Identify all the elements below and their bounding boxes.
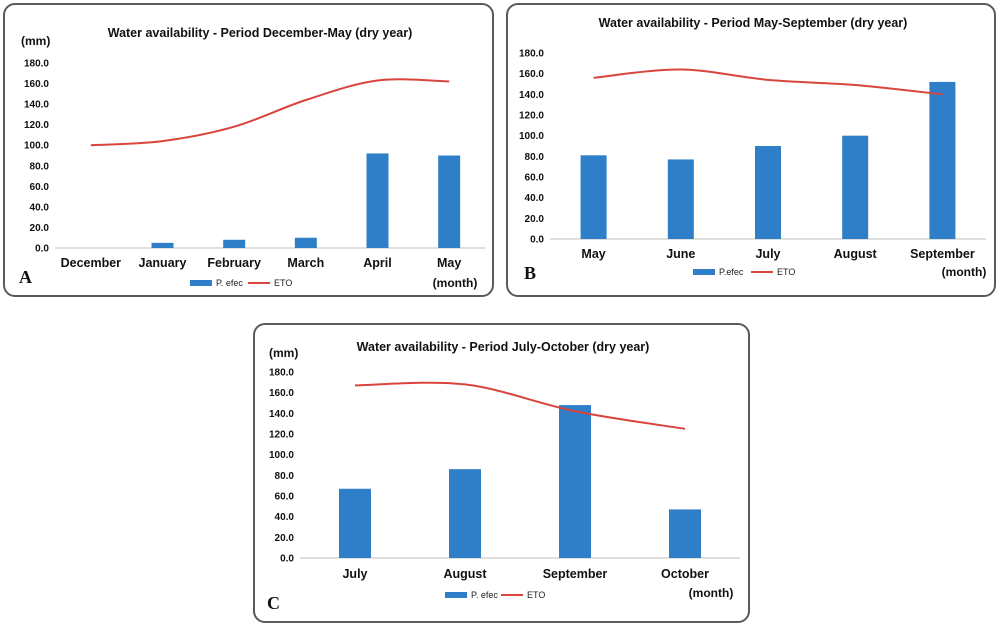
panel-letter-a: A	[19, 267, 32, 287]
chart-panel-c: Water availability - Period July-October…	[253, 323, 750, 623]
bar-p-efec	[366, 153, 389, 248]
chart-title: Water availability - Period May-Septembe…	[599, 16, 908, 30]
bar-p-efec	[842, 135, 869, 239]
panel-letter-c: C	[267, 593, 280, 613]
y-tick-label: 80.0	[30, 161, 50, 172]
y-tick-label: 120.0	[24, 120, 49, 131]
x-tick-label: October	[661, 567, 709, 581]
y-tick-label: 100.0	[24, 141, 49, 152]
legend-label-p-efec: P.efec	[719, 267, 744, 277]
y-tick-label: 80.0	[275, 471, 295, 482]
y-axis-unit-label: (mm)	[269, 346, 298, 360]
x-tick-label: May	[437, 256, 461, 270]
line-eto	[354, 381, 686, 430]
y-tick-label: 160.0	[269, 388, 294, 399]
x-tick-label: July	[755, 247, 780, 261]
y-tick-label: 120.0	[519, 111, 544, 122]
x-tick-label: September	[543, 567, 608, 581]
y-tick-label: 100.0	[269, 450, 294, 461]
y-tick-label: 20.0	[525, 214, 545, 225]
chart-b: Water availability - Period May-Septembe…	[519, 16, 987, 279]
legend-label-p-efec: P. efec	[216, 278, 243, 288]
x-tick-label: January	[139, 256, 187, 270]
chart-title: Water availability - Period July-October…	[357, 340, 650, 354]
bar-p-efec	[438, 155, 461, 248]
y-tick-label: 60.0	[30, 182, 50, 193]
y-tick-label: 160.0	[519, 69, 544, 80]
line-eto	[593, 68, 943, 96]
x-tick-label: August	[834, 247, 878, 261]
legend-swatch-p-efec	[445, 592, 467, 598]
bar-p-efec	[929, 81, 956, 239]
x-tick-label: May	[581, 247, 605, 261]
chart-panel-b: Water availability - Period May-Septembe…	[506, 3, 996, 297]
bar-p-efec	[755, 146, 781, 239]
y-tick-label: 60.0	[525, 173, 545, 184]
x-axis-unit-label: (month)	[433, 276, 478, 290]
y-tick-label: 140.0	[24, 100, 49, 111]
chart-title: Water availability - Period December-May…	[108, 26, 413, 40]
legend-label-p-efec: P. efec	[471, 590, 498, 600]
y-tick-label: 40.0	[275, 512, 295, 523]
bar-p-efec	[339, 488, 371, 558]
y-tick-label: 180.0	[24, 59, 49, 70]
y-tick-label: 140.0	[519, 90, 544, 101]
x-tick-label: February	[207, 256, 261, 270]
y-tick-label: 120.0	[269, 430, 294, 441]
y-tick-label: 100.0	[519, 131, 544, 142]
bar-p-efec	[580, 155, 607, 239]
x-tick-label: March	[287, 256, 324, 270]
legend-label-eto: ETO	[527, 590, 545, 600]
chart-a: Water availability - Period December-May…	[21, 26, 485, 290]
y-tick-label: 80.0	[525, 152, 545, 163]
x-tick-label: July	[342, 567, 367, 581]
y-tick-label: 20.0	[30, 223, 50, 234]
chart-panel-a: Water availability - Period December-May…	[3, 3, 494, 297]
y-tick-label: 0.0	[35, 244, 49, 255]
panel-letter-b: B	[524, 263, 537, 283]
y-tick-label: 40.0	[30, 202, 50, 213]
y-axis-unit-label: (mm)	[21, 34, 50, 48]
x-tick-label: August	[443, 567, 487, 581]
x-tick-label: April	[363, 256, 391, 270]
x-tick-label: December	[61, 256, 122, 270]
x-axis-unit-label: (month)	[689, 586, 734, 600]
bar-p-efec	[294, 237, 317, 248]
x-tick-label: June	[666, 247, 695, 261]
y-tick-label: 160.0	[24, 79, 49, 90]
bar-p-efec	[559, 405, 591, 558]
y-tick-label: 0.0	[530, 235, 544, 246]
bar-p-efec	[669, 509, 701, 558]
bar-p-efec	[449, 469, 481, 558]
y-tick-label: 180.0	[269, 368, 294, 379]
chart-c: Water availability - Period July-October…	[269, 340, 740, 600]
x-tick-label: September	[910, 247, 975, 261]
y-tick-label: 60.0	[275, 492, 295, 503]
legend-label-eto: ETO	[274, 278, 292, 288]
y-tick-label: 0.0	[280, 554, 294, 565]
y-tick-label: 140.0	[269, 409, 294, 420]
bar-p-efec	[151, 242, 174, 248]
legend-swatch-p-efec	[190, 280, 212, 286]
x-axis-unit-label: (month)	[942, 265, 987, 279]
y-tick-label: 40.0	[525, 193, 545, 204]
legend-label-eto: ETO	[777, 267, 795, 277]
bar-p-efec	[223, 239, 246, 248]
legend-swatch-p-efec	[693, 269, 715, 275]
bar-p-efec	[667, 159, 694, 239]
line-eto	[90, 78, 450, 147]
y-tick-label: 180.0	[519, 49, 544, 60]
y-tick-label: 20.0	[275, 533, 295, 544]
